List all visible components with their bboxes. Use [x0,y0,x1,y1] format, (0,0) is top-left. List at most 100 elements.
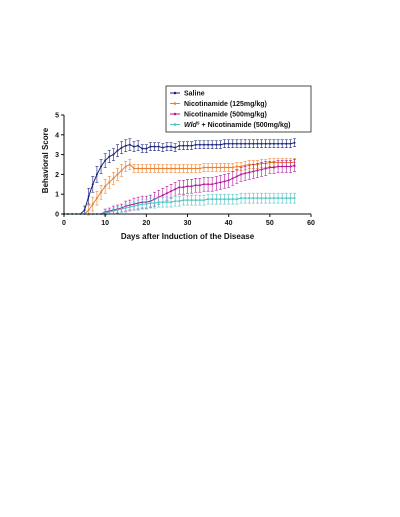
data-point [211,166,214,169]
data-point [182,199,185,202]
legend-label: Saline [184,91,205,98]
data-point [120,146,123,149]
data-point [202,166,205,169]
data-point [153,202,156,205]
data-point [223,198,226,201]
data-point [248,163,251,166]
data-point [289,197,292,200]
data-point [281,142,284,145]
data-point [252,170,255,173]
data-point [104,185,107,188]
data-point [194,143,197,146]
data-point [161,201,164,204]
data-point [231,166,234,169]
x-tick-label: 50 [266,220,274,227]
data-point [132,145,135,148]
data-point [207,198,210,201]
data-point [190,144,193,147]
data-point [215,182,218,185]
data-point [272,166,275,169]
legend-marker [173,91,177,95]
data-point [124,207,127,210]
data-point [116,149,119,152]
data-point [87,195,90,198]
data-point [145,147,148,150]
data-point [227,198,230,201]
data-point [244,197,247,200]
x-tick-label: 20 [142,220,150,227]
data-point [112,210,115,213]
data-point [227,179,230,182]
data-point [219,166,222,169]
data-point [108,211,111,214]
data-point [178,144,181,147]
data-point [95,197,98,200]
data-point [149,202,152,205]
data-point [165,145,168,148]
data-point [116,209,119,212]
data-point [264,167,267,170]
data-point [198,167,201,170]
data-point [108,181,111,184]
data-point [174,200,177,203]
legend-label: Nicotinamide (125mg/kg) [184,101,267,108]
data-point [219,181,222,184]
data-point [277,165,280,168]
data-point [190,199,193,202]
data-point [285,142,288,145]
data-point [91,203,94,206]
data-point [272,197,275,200]
data-point [223,166,226,169]
y-tick-label: 2 [55,172,59,179]
data-point [186,185,189,188]
data-point [260,168,263,171]
data-point [165,201,168,204]
data-point [268,142,271,145]
x-tick-label: 60 [307,220,315,227]
data-point [186,144,189,147]
data-point [87,209,90,212]
x-axis-ticks: 0 10 20 30 40 50 60 [62,214,315,227]
data-point [198,199,201,202]
y-tick-label: 1 [55,192,59,199]
legend-marker [173,102,177,105]
data-point [256,169,259,172]
data-point [231,142,234,145]
data-point [231,177,234,180]
legend-label-text: + Nicotinamide (500mg/kg) [200,122,291,129]
data-point [182,167,185,170]
plot-area [63,138,297,216]
data-point [153,145,156,148]
data-point [190,185,193,188]
legend-marker [173,112,177,116]
data-point [211,198,214,201]
data-point [293,164,296,167]
data-point [215,198,218,201]
data-point [244,142,247,145]
x-tick-label: 30 [184,220,192,227]
data-point [198,184,201,187]
data-point [137,204,140,207]
data-point [120,208,123,211]
legend-label-italic: Wld [184,122,198,129]
data-point [104,159,107,162]
data-point [120,169,123,172]
y-tick-label: 5 [55,113,59,120]
data-point [235,198,238,201]
data-point [153,167,156,170]
legend-items: Saline Nicotinamide (125mg/kg) Nicotinamid… [170,91,291,129]
legend-marker [173,123,177,126]
data-point [108,155,111,158]
data-point [207,166,210,169]
data-point [100,191,103,194]
data-point [161,167,164,170]
data-point [281,165,284,168]
data-point [145,203,148,206]
data-point [145,167,148,170]
data-point [260,197,263,200]
data-point [157,201,160,204]
data-point [174,188,177,191]
data-point [264,197,267,200]
x-tick-label: 0 [62,220,66,227]
